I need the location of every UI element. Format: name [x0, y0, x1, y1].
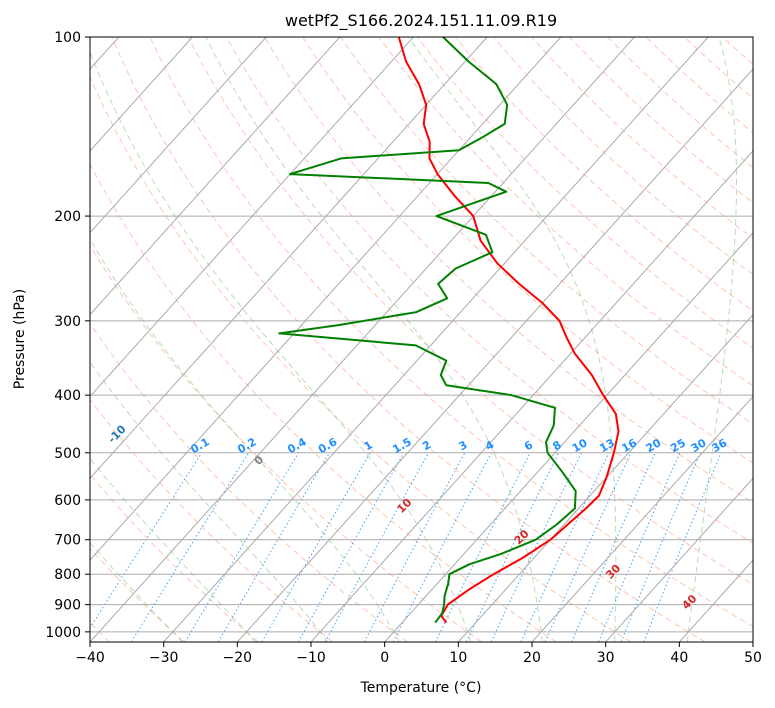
chart-title: wetPf2_S166.2024.151.11.09.R19 [285, 11, 557, 31]
x-tick-label: 30 [597, 650, 615, 666]
isotherm-line [90, 37, 488, 480]
x-tick-label: −40 [75, 650, 105, 666]
dry-adiabat-line [90, 398, 334, 642]
dry-adiabat-line [149, 37, 753, 628]
isotherm-line [531, 395, 753, 642]
mixing-ratio-line [324, 452, 430, 642]
x-tick-label: −10 [296, 650, 326, 666]
isotherm-line [90, 37, 635, 642]
y-axis: 100 200 300 400 500 600 700 800 900 1000 [45, 30, 90, 641]
dewpoint-profile-line [278, 37, 577, 624]
isotherm-line [163, 37, 709, 642]
x-tick-label: 40 [670, 650, 688, 666]
isotherm-line [236, 68, 753, 642]
mixing-ratio-line [643, 452, 722, 642]
isotherm-line [90, 37, 414, 398]
isotherm-line [90, 37, 267, 234]
moist-adiabat-line [90, 238, 400, 642]
mixing-ratio-line [297, 452, 405, 642]
y-tick-label: 600 [54, 493, 81, 509]
dry-adiabat-line [264, 37, 753, 504]
profiles-layer [278, 37, 620, 624]
mixing-ratio-line [392, 452, 492, 642]
x-axis-label: Temperature (°C) [360, 680, 482, 696]
dry-adiabat-line [90, 547, 185, 642]
plot-area: 0.10.20.40.611.52346810131620253036-100-… [90, 37, 753, 642]
isotherm-line [90, 37, 562, 561]
dry-adiabat-line [111, 37, 706, 642]
x-tick-label: −20 [223, 650, 253, 666]
y-tick-label: 900 [54, 598, 81, 614]
moist-adiabat-line [90, 457, 257, 642]
mixing-ratio-line [520, 452, 610, 642]
dry-adiabat-line [378, 37, 753, 387]
y-tick-label: 700 [54, 533, 81, 549]
x-tick-label: 20 [523, 650, 541, 666]
isotherm-line [605, 477, 753, 642]
mixing-ratio-line [620, 452, 701, 642]
dry-adiabat-line [187, 37, 753, 585]
y-tick-label: 400 [54, 388, 81, 404]
dry-adiabat-line [225, 37, 753, 544]
y-tick-label: 500 [54, 446, 81, 462]
isotherm-line [90, 37, 193, 152]
moist-adiabat-line [205, 37, 543, 642]
dry-adiabat-line [90, 244, 483, 642]
moist-adiabat-line [686, 37, 737, 642]
moist-adiabat-line [90, 361, 329, 642]
plot-frame [89, 36, 754, 643]
isotherm-line [310, 150, 753, 642]
moist-adiabat-line [407, 37, 617, 642]
y-tick-label: 100 [54, 30, 81, 46]
x-tick-label: 10 [449, 650, 467, 666]
dry-adiabat-line [340, 37, 753, 425]
isotherm-line [90, 37, 341, 316]
dry-adiabats-layer [90, 37, 753, 642]
mixing-ratio-line [571, 452, 656, 642]
mixing-ratio-line [261, 452, 371, 642]
x-tick-label: 0 [380, 650, 389, 666]
temperature-profile-line [397, 37, 620, 624]
mixing-ratio-line [598, 452, 681, 642]
isotherm-line [384, 231, 753, 642]
x-tick-label: 50 [744, 650, 762, 666]
moist-adiabats-layer [90, 37, 737, 642]
dry-adiabat-line [302, 37, 753, 464]
mixing-ratio-line [544, 452, 632, 642]
y-tick-label: 300 [54, 314, 81, 330]
y-tick-label: 800 [54, 567, 81, 583]
y-axis-label: Pressure (hPa) [12, 289, 28, 389]
y-tick-label: 1000 [45, 625, 81, 641]
y-tick-label: 200 [54, 209, 81, 225]
x-axis: −40 −30 −20 −10 0 10 20 30 40 50 [75, 642, 762, 666]
dry-adiabat-line [90, 163, 557, 642]
x-tick-label: −30 [149, 650, 179, 666]
